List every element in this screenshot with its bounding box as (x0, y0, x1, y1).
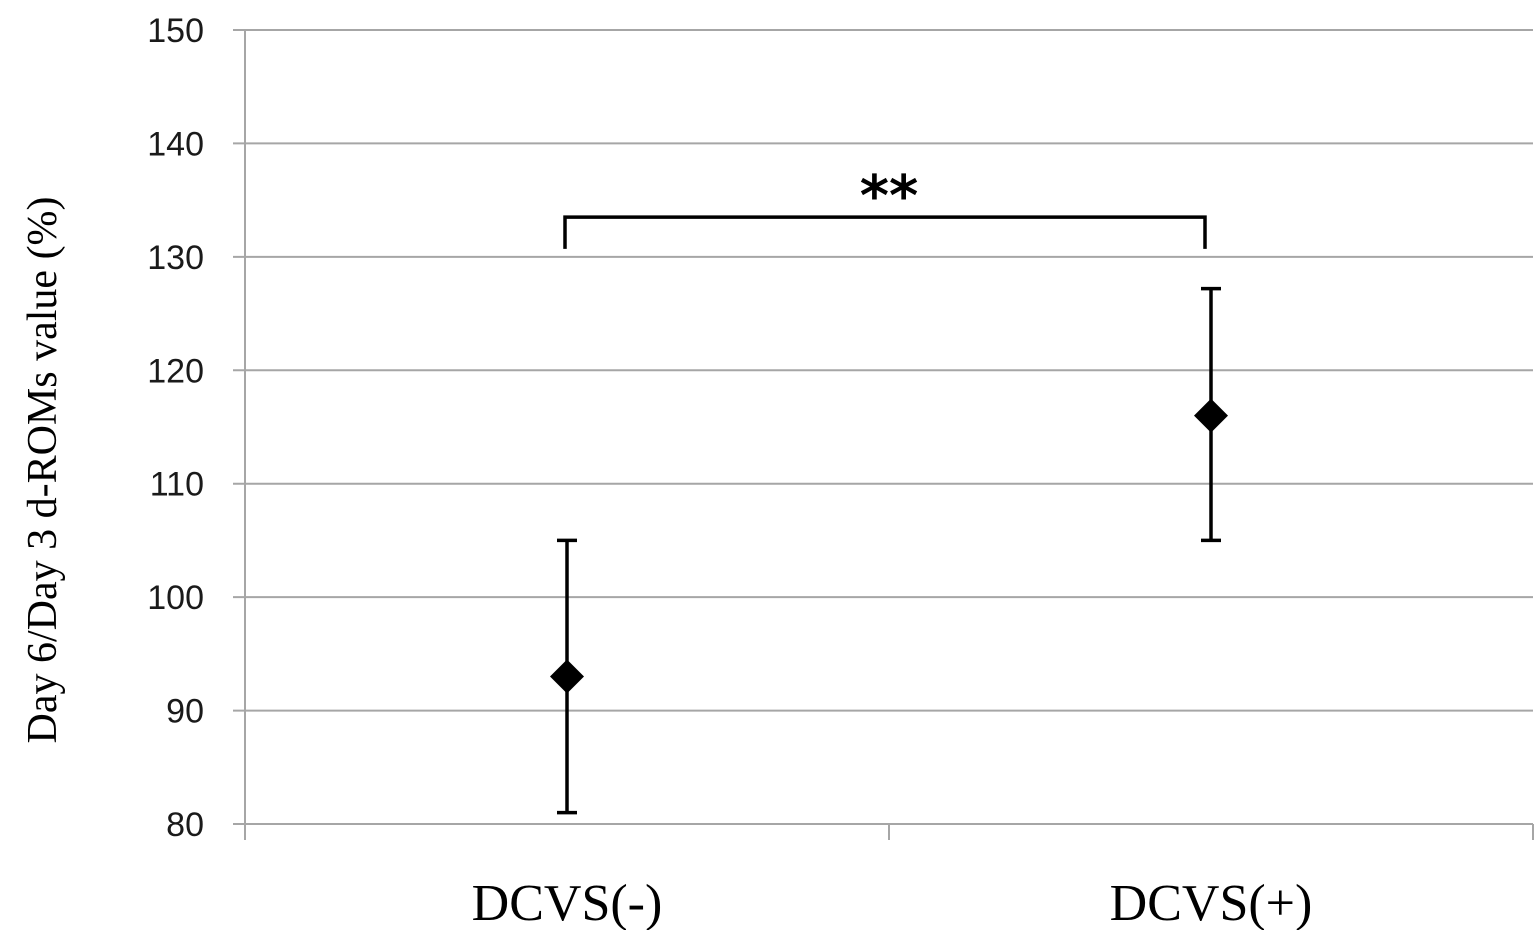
error-bars (557, 286, 1221, 815)
data-point-0 (550, 659, 584, 694)
x-category-label-0: DCVS(-) (472, 875, 663, 930)
significance-annotation: ** (563, 164, 1207, 249)
x-category-label-1: DCVS(+) (1110, 875, 1313, 930)
significance-label: ** (860, 164, 919, 229)
y-tick-label-120: 120 (147, 352, 204, 390)
y-tick-labels: 80 90 100 110 120 130 140 150 (147, 12, 204, 844)
y-tick-label-90: 90 (166, 693, 204, 731)
y-tick-label-80: 80 (166, 806, 204, 844)
significance-bracket (563, 215, 1207, 249)
y-tick-label-140: 140 (147, 125, 204, 163)
y-tick-label-100: 100 (147, 579, 204, 617)
y-axis-title: Day 6/Day 3 d-ROMs value (%) (20, 196, 66, 743)
y-tick-label-110: 110 (150, 466, 204, 504)
y-tick-label-150: 150 (147, 12, 204, 50)
axes (233, 30, 1534, 840)
y-tick-label-130: 130 (147, 239, 204, 277)
data-points (550, 398, 1228, 694)
gridlines (233, 29, 1533, 712)
x-category-labels: DCVS(-) DCVS(+) (472, 875, 1313, 930)
data-point-1 (1194, 398, 1228, 433)
